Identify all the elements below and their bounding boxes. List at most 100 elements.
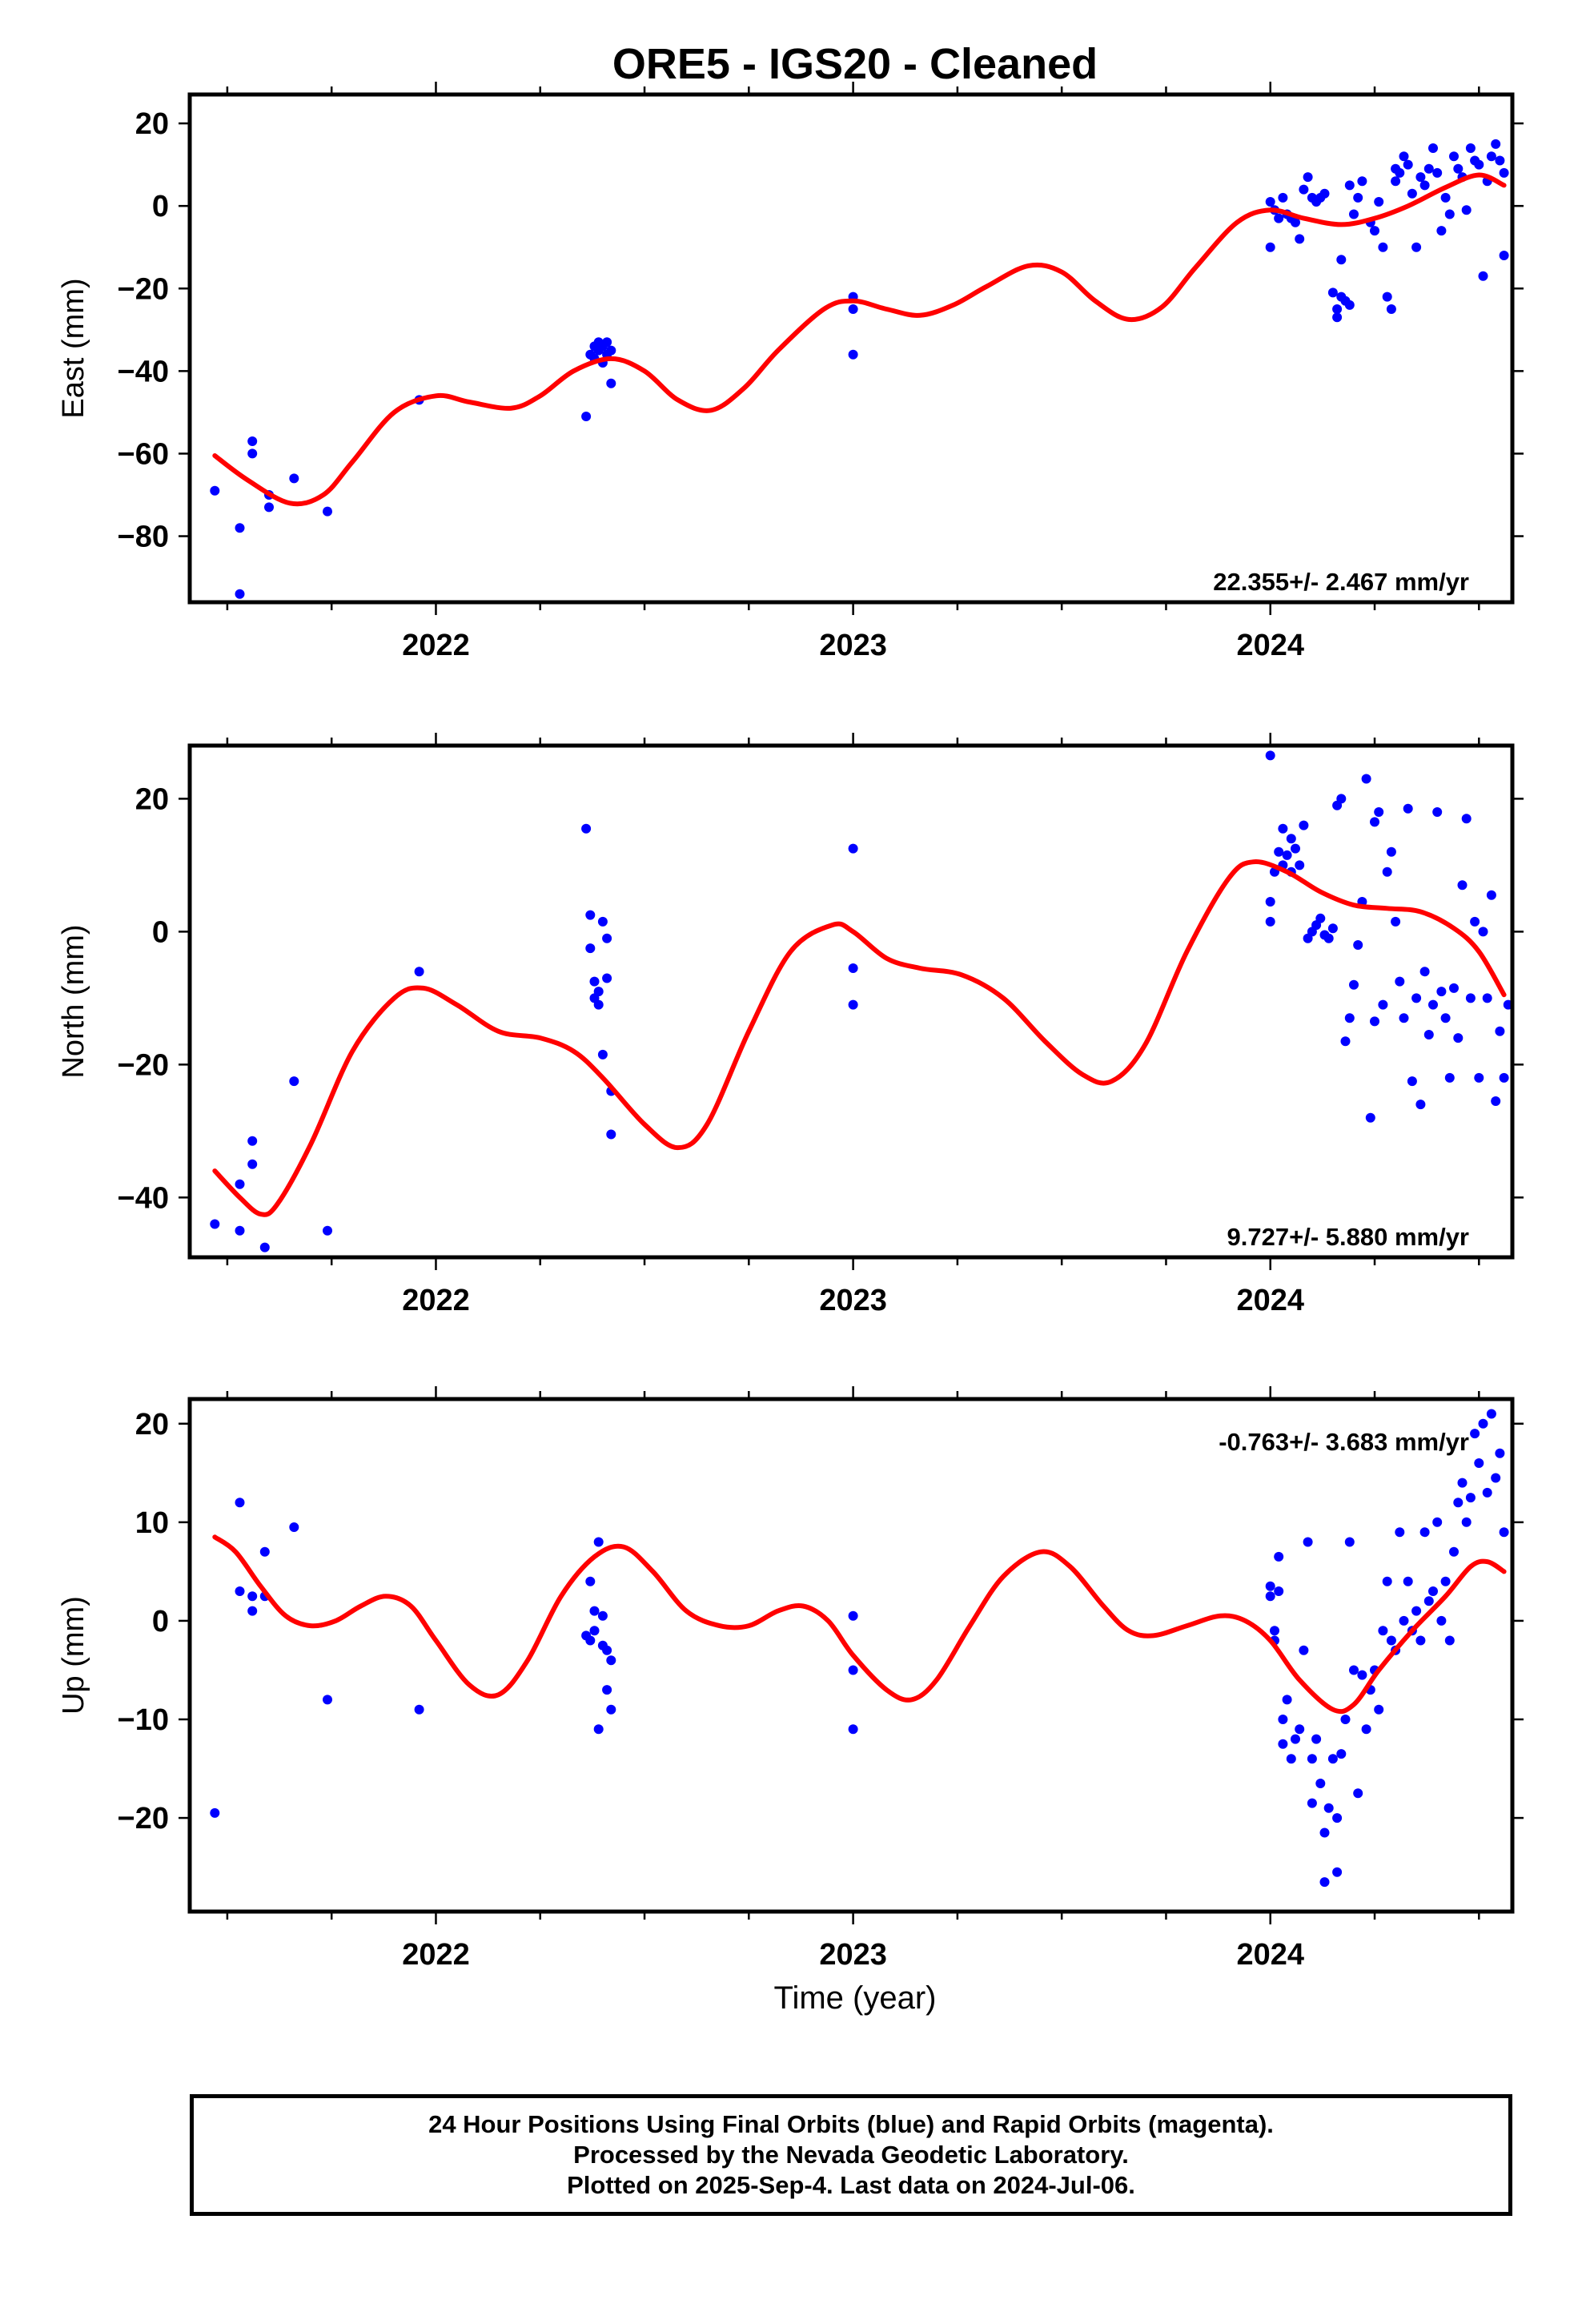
data-point: [1395, 976, 1405, 987]
data-point: [1486, 151, 1496, 162]
data-point: [1444, 1072, 1455, 1083]
data-point: [1274, 213, 1284, 223]
data-point: [1344, 1013, 1355, 1023]
data-point: [1319, 1877, 1330, 1888]
data-point: [1349, 1665, 1359, 1675]
data-point: [1344, 1537, 1355, 1547]
y-tick-label: −10: [118, 1703, 169, 1737]
data-point: [1386, 1635, 1396, 1646]
data-point: [259, 1546, 270, 1557]
data-point: [1415, 1635, 1426, 1646]
rate-label: 9.727+/- 5.880 mm/yr: [1227, 1223, 1469, 1251]
data-point: [585, 1576, 596, 1586]
data-point: [1411, 993, 1422, 1003]
data-point: [1357, 1670, 1367, 1680]
data-point: [247, 1606, 258, 1616]
data-point: [1265, 916, 1275, 927]
data-point: [1470, 916, 1480, 927]
data-point: [1440, 1013, 1451, 1023]
y-tick-label: −20: [118, 1048, 169, 1082]
y-tick-label: −20: [118, 1802, 169, 1835]
data-point: [1453, 1498, 1464, 1508]
data-point: [1344, 300, 1355, 310]
data-point: [235, 1225, 245, 1236]
data-point: [1423, 1030, 1434, 1039]
data-point: [235, 589, 245, 599]
data-point: [1307, 1754, 1317, 1764]
x-tick-label: 2024: [1236, 629, 1304, 662]
data-point: [1315, 913, 1326, 923]
data-point: [1265, 1591, 1275, 1602]
data-point: [1474, 1072, 1484, 1083]
data-point: [1395, 1527, 1405, 1538]
data-point: [581, 823, 592, 834]
data-point: [1411, 1606, 1422, 1616]
data-point: [1340, 1715, 1351, 1724]
data-point: [1336, 794, 1347, 804]
data-point: [602, 933, 612, 943]
data-point: [1349, 979, 1359, 990]
data-point: [1353, 940, 1363, 950]
data-point: [1291, 217, 1300, 227]
data-point: [1403, 159, 1413, 170]
y-tick-label: −80: [118, 521, 169, 554]
data-point: [1403, 803, 1413, 814]
data-point: [1499, 167, 1509, 178]
model-curve: [212, 1534, 1507, 1715]
data-point: [606, 1704, 616, 1715]
data-point: [1265, 897, 1275, 907]
data-point: [597, 1610, 608, 1621]
y-tick-label: 0: [152, 1605, 169, 1638]
data-point: [1278, 192, 1288, 203]
data-point: [1457, 880, 1468, 891]
data-point: [1319, 1827, 1330, 1838]
caption-box: 24 Hour Positions Using Final Orbits (bl…: [190, 2094, 1512, 2216]
data-point: [1286, 834, 1296, 844]
data-point: [1440, 1576, 1451, 1586]
x-axis-label: Time (year): [774, 1980, 937, 2016]
data-point: [289, 473, 299, 484]
data-point: [1419, 1527, 1430, 1538]
data-point: [235, 1586, 245, 1596]
data-point: [589, 1606, 600, 1616]
data-point: [1411, 242, 1422, 252]
data-point: [1428, 1586, 1438, 1596]
y-tick-label: 20: [135, 782, 169, 816]
data-point: [1432, 1517, 1443, 1527]
data-point: [1495, 155, 1505, 166]
data-point: [1499, 251, 1509, 260]
data-point: [1299, 820, 1309, 830]
data-point: [1270, 1626, 1279, 1636]
data-point: [1482, 1487, 1492, 1498]
data-point: [1361, 1724, 1371, 1735]
y-tick-label: 10: [135, 1506, 169, 1540]
data-point: [848, 349, 858, 360]
data-point: [210, 485, 220, 496]
data-point: [1495, 1448, 1505, 1458]
data-point: [1336, 1749, 1347, 1759]
data-point: [1382, 292, 1392, 302]
data-point: [1349, 209, 1359, 219]
data-point: [1311, 1734, 1322, 1744]
data-point: [1274, 1586, 1284, 1596]
data-point: [1391, 176, 1401, 187]
data-point: [1344, 180, 1355, 191]
data-point: [1374, 1704, 1384, 1715]
data-point: [1449, 983, 1459, 993]
data-point: [606, 1655, 616, 1666]
data-point: [1399, 1013, 1409, 1023]
data-point: [1423, 1596, 1434, 1606]
data-point: [606, 1129, 616, 1140]
data-point: [1332, 312, 1343, 323]
data-point: [1436, 1615, 1447, 1626]
data-point: [1457, 1478, 1468, 1488]
data-point: [1419, 180, 1430, 191]
data-point: [1474, 1458, 1484, 1468]
x-tick-label: 2023: [819, 1284, 887, 1317]
data-point: [1353, 192, 1363, 203]
data-point: [593, 999, 604, 1010]
data-point: [585, 943, 596, 954]
model-curve: [212, 172, 1507, 507]
data-point: [1303, 1537, 1313, 1547]
